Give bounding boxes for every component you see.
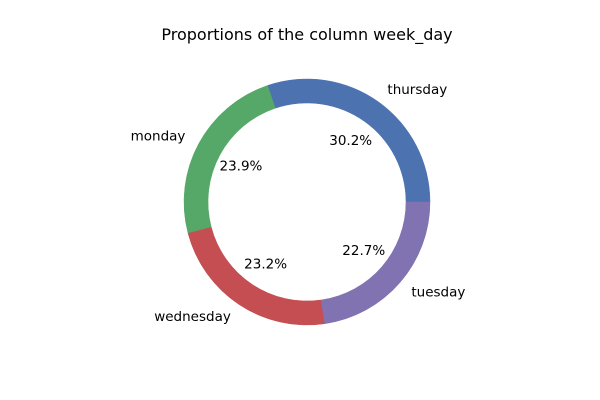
- slice-tuesday: [320, 201, 431, 325]
- labels-group: 30.2% thursday 23.9% monday 23.2% wednesday 22…: [131, 82, 466, 325]
- chart-title: Proportions of the column week_day: [161, 25, 452, 45]
- pct-label-monday: 23.9%: [219, 158, 262, 174]
- slices-group: [183, 78, 431, 326]
- slice-label-thursday: thursday: [387, 82, 447, 98]
- slice-label-monday: monday: [131, 129, 186, 145]
- pct-label-wednesday: 23.2%: [244, 257, 287, 273]
- pct-label-thursday: 30.2%: [329, 133, 372, 149]
- slice-label-tuesday: tuesday: [411, 284, 465, 300]
- pct-label-tuesday: 22.7%: [342, 243, 385, 259]
- slice-label-wednesday: wednesday: [154, 309, 231, 325]
